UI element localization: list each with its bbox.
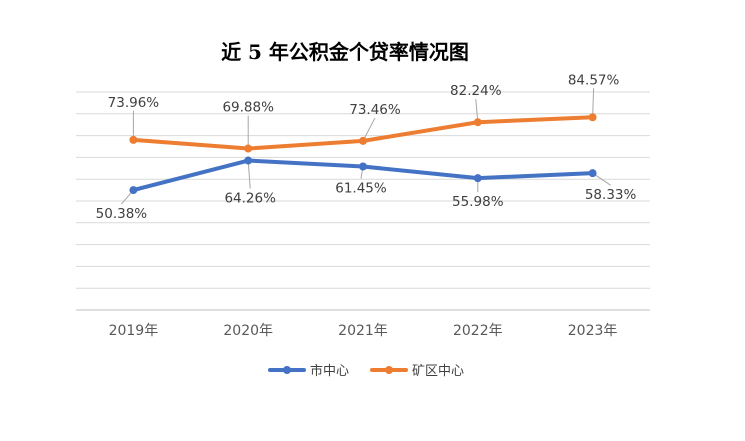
data-point — [473, 174, 482, 183]
data-label: 82.24% — [450, 83, 502, 99]
data-point — [244, 144, 253, 153]
x-tick-label: 2021年 — [338, 323, 388, 339]
data-point — [359, 136, 367, 145]
data-label: 64.26% — [224, 191, 276, 207]
legend-label: 矿区中心 — [412, 364, 464, 379]
gridlines — [76, 91, 650, 311]
data-label: 69.88% — [222, 100, 274, 116]
data-label: 50.38% — [96, 206, 148, 222]
x-axis-ticks: 2019年 2020年 2021年 2022年 2023年 — [109, 323, 618, 339]
chart-title: 近 5 年公积金个贷率情况图 — [221, 40, 469, 64]
data-label: 73.46% — [349, 102, 401, 118]
data-label: 61.45% — [335, 181, 387, 197]
leader-line — [592, 88, 595, 118]
data-point — [359, 162, 367, 171]
x-tick-label: 2020年 — [223, 323, 273, 339]
data-point — [129, 135, 138, 144]
data-point — [244, 156, 253, 165]
data-point — [588, 113, 597, 122]
data-label: 58.33% — [585, 187, 637, 203]
leader-line — [362, 117, 376, 142]
data-labels: 50.38% 64.26% 61.45% 55.98% 58.33% 73.96% 69.8… — [96, 72, 637, 222]
data-point — [473, 118, 482, 127]
data-point — [588, 169, 597, 178]
legend-label: 市中心 — [310, 363, 349, 379]
series-points — [129, 113, 597, 195]
legend-swatch-marker — [283, 366, 291, 374]
x-tick-label: 2022年 — [453, 323, 503, 339]
data-label: 55.98% — [452, 194, 504, 210]
data-label: 73.96% — [108, 95, 160, 111]
leader-line — [247, 160, 251, 189]
x-tick-label: 2023年 — [568, 323, 618, 339]
legend-swatch-marker — [385, 366, 393, 374]
data-label: 84.57% — [568, 72, 620, 88]
x-tick-label: 2019年 — [109, 323, 159, 339]
legend: 市中心 矿区中心 — [268, 363, 464, 379]
data-point — [129, 186, 138, 195]
